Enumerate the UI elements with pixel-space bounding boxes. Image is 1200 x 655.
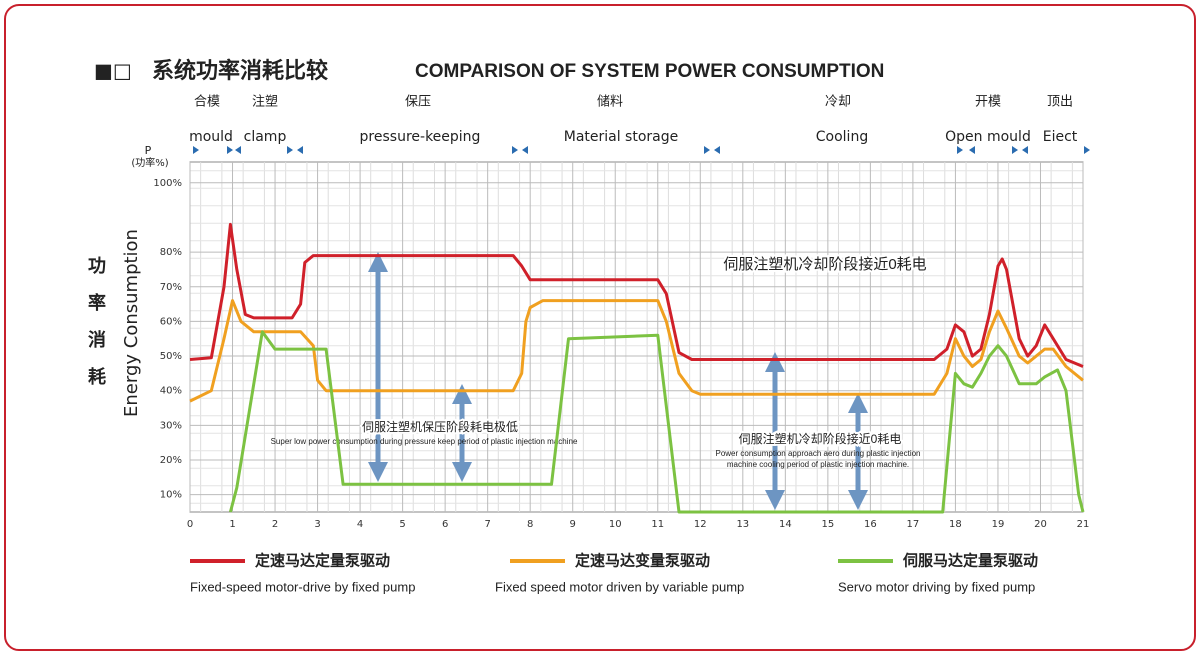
phase-en: Open mould <box>945 129 1031 145</box>
phase-marker <box>193 146 199 154</box>
phase-cn: 顶出 <box>1047 95 1073 110</box>
phase-marker <box>969 146 975 154</box>
phase-marker <box>714 146 720 154</box>
x-tick-label: 2 <box>272 519 278 530</box>
legend-description: Servo motor driving by fixed pump <box>838 579 1035 594</box>
phase-marker <box>704 146 710 154</box>
x-tick-label: 10 <box>609 519 622 530</box>
phase-cn: 冷却 <box>825 95 851 110</box>
x-tick-label: 1 <box>229 519 235 530</box>
x-tick-label: 14 <box>779 519 792 530</box>
y-tick-label: 50% <box>160 351 182 362</box>
phase-marker <box>287 146 293 154</box>
legend-label: 定速马达定量泵驱动 <box>255 552 390 570</box>
y-tick-label: 10% <box>160 490 182 501</box>
phase-en: Cooling <box>816 129 868 145</box>
phase-marker <box>1022 146 1028 154</box>
series-line <box>228 330 1085 514</box>
phase-marker <box>235 146 241 154</box>
x-tick-label: 3 <box>314 519 320 530</box>
legend-description: Fixed speed motor driven by variable pum… <box>495 579 744 594</box>
y-tick-label: 70% <box>160 282 182 293</box>
phase-marker <box>227 146 233 154</box>
phase-en: Eiect <box>1043 129 1078 145</box>
phase-cn: 储料 <box>597 95 623 110</box>
annotation: machine cooling period of plastic inject… <box>727 460 909 469</box>
x-tick-label: 12 <box>694 519 707 530</box>
annotation: Power consumption approach aero during p… <box>715 449 920 458</box>
y-tick-label: 60% <box>160 316 182 327</box>
phase-en: Material storage <box>564 129 679 145</box>
phase-cn: 保压 <box>405 95 431 110</box>
phase-cn: 合模 <box>194 95 220 110</box>
x-tick-label: 5 <box>399 519 405 530</box>
x-tick-label: 4 <box>357 519 363 530</box>
annotation: 伺服注塑机冷却阶段接近0耗电 <box>723 256 926 273</box>
title-marker: ■□ <box>94 59 132 83</box>
x-tick-label: 7 <box>484 519 490 530</box>
x-tick-label: 11 <box>651 519 664 530</box>
y-tick-label: 40% <box>160 386 182 397</box>
x-tick-label: 19 <box>992 519 1005 530</box>
chart-title: 系统功率消耗比较 <box>152 58 328 84</box>
series-line <box>189 299 1084 403</box>
phase-en: pressure-keeping <box>360 129 481 145</box>
x-tick-label: 8 <box>527 519 533 530</box>
y-label-top: P <box>145 144 152 157</box>
phase-marker <box>957 146 963 154</box>
phase-cn: 注塑 <box>252 95 278 110</box>
legend-label: 伺服马达定量泵驱动 <box>902 552 1038 570</box>
x-tick-label: 9 <box>570 519 576 530</box>
y-tick-label: 80% <box>160 247 182 258</box>
x-tick-label: 17 <box>907 519 920 530</box>
y-label-cn: 耗 <box>88 366 106 388</box>
y-label-cn: 功 <box>88 256 106 277</box>
x-tick-label: 0 <box>187 519 193 530</box>
annotation: 伺服注塑机冷却阶段接近0耗电 <box>739 431 902 446</box>
chart-subtitle: COMPARISON OF SYSTEM POWER CONSUMPTION <box>415 61 884 82</box>
x-tick-label: 6 <box>442 519 448 530</box>
phase-en: clamp <box>244 129 287 145</box>
x-tick-label: 16 <box>864 519 877 530</box>
y-label-cn: 消 <box>88 329 106 351</box>
y-label: Energy Consumption <box>121 229 142 417</box>
legend-label: 定速马达变量泵驱动 <box>575 552 710 570</box>
phase-marker <box>1012 146 1018 154</box>
phase-marker <box>297 146 303 154</box>
y-label-cn: 率 <box>88 292 106 314</box>
phase-marker <box>1084 146 1090 154</box>
phase-marker <box>522 146 528 154</box>
legend-description: Fixed-speed motor-drive by fixed pump <box>190 579 415 594</box>
y-tick-label: 100% <box>153 178 182 189</box>
x-tick-label: 15 <box>821 519 834 530</box>
annotation: Super low power consumption during press… <box>271 437 578 446</box>
series-line <box>189 222 1084 368</box>
x-tick-label: 20 <box>1034 519 1047 530</box>
y-tick-label: 20% <box>160 455 182 466</box>
phase-en: mould <box>189 129 233 145</box>
frame <box>4 4 1196 651</box>
y-label-unit: (功率%) <box>131 156 168 169</box>
y-tick-label: 30% <box>160 420 182 431</box>
arrows <box>368 252 868 510</box>
x-tick-label: 21 <box>1077 519 1090 530</box>
annotation: 伺服注塑机保压阶段耗电极低 <box>362 419 518 434</box>
phase-marker <box>512 146 518 154</box>
x-tick-label: 13 <box>736 519 749 530</box>
phase-cn: 开模 <box>975 95 1001 110</box>
x-tick-label: 18 <box>949 519 962 530</box>
